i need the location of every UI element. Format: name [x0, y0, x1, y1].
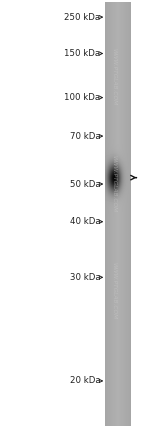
- Text: 20 kDa: 20 kDa: [70, 376, 100, 386]
- Text: WWW.PTGLAB.COM: WWW.PTGLAB.COM: [111, 155, 117, 213]
- Text: 70 kDa: 70 kDa: [70, 131, 100, 141]
- Text: WWW.PTGLAB.COM: WWW.PTGLAB.COM: [111, 262, 117, 320]
- Text: 100 kDa: 100 kDa: [64, 93, 100, 102]
- Text: 250 kDa: 250 kDa: [64, 12, 100, 22]
- Text: 40 kDa: 40 kDa: [70, 217, 100, 226]
- Text: 30 kDa: 30 kDa: [70, 273, 100, 282]
- Text: 50 kDa: 50 kDa: [70, 179, 100, 189]
- Text: 150 kDa: 150 kDa: [64, 49, 100, 58]
- Text: WWW.PTGLAB.COM: WWW.PTGLAB.COM: [111, 48, 117, 106]
